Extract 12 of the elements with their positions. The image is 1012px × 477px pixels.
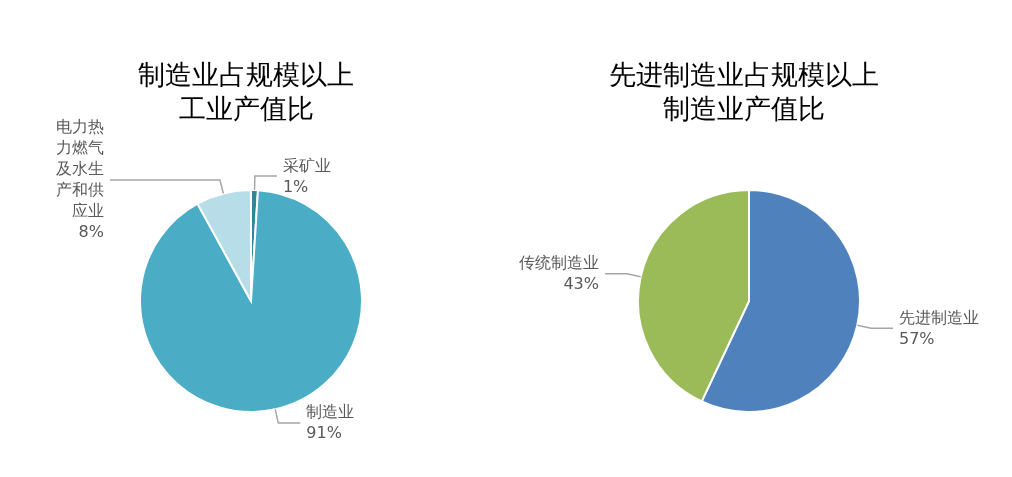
chart-title: 先进制造业占规模以上制造业产值比 <box>608 58 880 126</box>
slice-label: 采矿业 <box>282 155 331 175</box>
data-label: 43% <box>563 273 600 293</box>
slice-label: 电力热力燃气及水生产和供应业 <box>55 116 104 220</box>
data-label: 91% <box>306 422 342 442</box>
data-label: 1% <box>282 176 309 196</box>
slice-label: 先进制造业 <box>898 307 979 327</box>
slice-label: 制造业 <box>306 401 355 421</box>
data-label: 57% <box>898 328 935 348</box>
chart-title: 制造业占规模以上工业产值比 <box>137 58 355 126</box>
slice-label: 传统制造业 <box>519 252 600 272</box>
data-label: 8% <box>78 221 104 241</box>
